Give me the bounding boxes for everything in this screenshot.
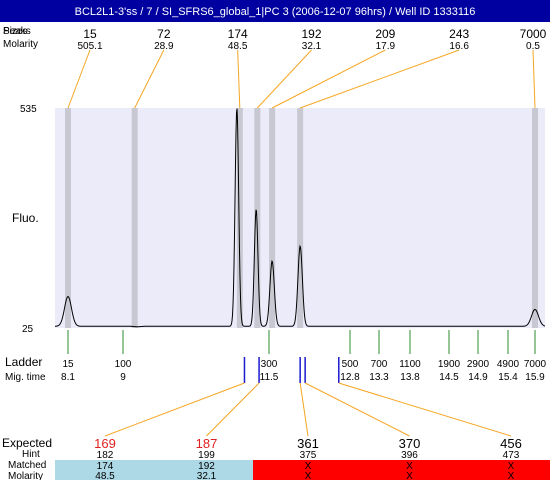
ladder-time-label: 13.3	[369, 372, 389, 383]
expected-size: 361	[297, 436, 319, 451]
matched-molarity: X	[406, 471, 413, 480]
peak-band	[132, 108, 138, 328]
peak-leader-lines	[68, 50, 535, 108]
hint-size: 199	[198, 450, 215, 461]
peak-molarity-label: 28.9	[154, 41, 174, 52]
expected-row-label: Expected	[2, 436, 52, 450]
ladder-size-label: 300	[261, 359, 278, 370]
peak-molarity-label: 16.6	[449, 41, 469, 52]
hint-size: 182	[97, 450, 114, 461]
hint-leader	[300, 383, 308, 436]
peak-size-label: 72	[157, 27, 171, 41]
expected-size: 456	[500, 436, 522, 451]
ladder-size-label: 2900	[467, 359, 490, 370]
matched-row-label: Matched	[8, 460, 46, 471]
ladder-time-label: 11.5	[260, 372, 279, 383]
ladder-time-label: 9	[120, 372, 126, 383]
expected-size: 169	[94, 436, 116, 451]
peak-size-label: 192	[301, 27, 321, 41]
peak-size-label: 15	[83, 27, 97, 41]
hint-leader	[207, 383, 260, 436]
matched-molarity: X	[305, 471, 312, 480]
molarity-row-label: Molarity	[3, 39, 38, 50]
peak-leader	[257, 50, 311, 108]
hint-leader	[339, 383, 511, 436]
peak-size-label: 243	[449, 27, 469, 41]
peak-band	[65, 108, 71, 328]
peak-leader	[533, 50, 535, 108]
peak-size-label: 7000	[520, 27, 547, 41]
expected-size: 187	[196, 436, 218, 451]
hint-size: 375	[300, 450, 317, 461]
ladder-size-label: 700	[371, 359, 388, 370]
peak-leader	[300, 50, 459, 108]
y-tick-max: 535	[20, 104, 37, 115]
ladder-time-label: 12.8	[340, 372, 360, 383]
ladder-time-label: 15.9	[525, 372, 545, 383]
hint-leader	[105, 383, 244, 436]
peak-band	[532, 108, 538, 328]
ladder-time-label: 8.1	[61, 372, 75, 383]
ladder-time-label: 14.9	[468, 372, 488, 383]
peak-molarity-label: 48.5	[228, 41, 248, 52]
peak-molarity-label: 505.1	[77, 41, 102, 52]
y-tick-min: 25	[22, 324, 34, 335]
peak-size-label: 174	[228, 27, 248, 41]
matched-molarity: 32.1	[197, 471, 217, 480]
matched-ok-band	[55, 460, 253, 480]
peak-molarity-label: 0.5	[526, 41, 540, 52]
ladder-time-label: 14.5	[439, 372, 459, 383]
mig-time-row-label: Mig. time	[5, 372, 46, 383]
sizes-row-label: Sizes	[3, 26, 27, 37]
peak-band	[297, 108, 303, 328]
peak-band	[269, 108, 275, 328]
chart-title: BCL2L1-3'ss / 7 / SI_SFRS6_global_1|PC 3…	[75, 6, 476, 18]
expected-size: 370	[399, 436, 421, 451]
ladder-size-label: 7000	[524, 359, 547, 370]
hint-row-label: Hint	[22, 449, 40, 460]
molarity2-row-label: Molarity	[8, 471, 43, 480]
hint-leader	[305, 383, 409, 436]
ladder-size-label: 1100	[399, 359, 421, 370]
ladder-size-label: 15	[62, 359, 74, 370]
hint-size: 396	[401, 450, 418, 461]
peak-leader	[68, 50, 90, 108]
ladder-size-label: 4900	[497, 359, 520, 370]
y-axis-label: Fluo.	[12, 211, 39, 225]
ladder-time-label: 15.4	[498, 372, 518, 383]
peak-size-label: 209	[375, 27, 395, 41]
ladder-markers: 15 8.1 100 9 300 11.5 500 12.8 700 13.3 1100 13.8 19…	[61, 330, 547, 383]
ladder-size-label: 500	[342, 359, 359, 370]
peak-leader	[135, 50, 164, 108]
peak-leader	[272, 50, 385, 108]
matched-molarity: 48.5	[95, 471, 115, 480]
peak-leader	[238, 50, 240, 108]
ladder-size-label: 100	[115, 359, 132, 370]
ladder-row-label: Ladder	[5, 355, 42, 369]
hint-size: 473	[503, 450, 520, 461]
matched-molarity: X	[508, 471, 515, 480]
ladder-size-label: 1900	[438, 359, 461, 370]
peak-molarity-label: 32.1	[302, 41, 322, 52]
matched-background	[55, 460, 550, 480]
expected-products: 16918218719936137537039645647317448.5192…	[55, 436, 550, 480]
matched-fail-band	[253, 460, 550, 480]
ladder-time-label: 13.8	[400, 372, 420, 383]
peak-molarity-label: 17.9	[376, 41, 396, 52]
